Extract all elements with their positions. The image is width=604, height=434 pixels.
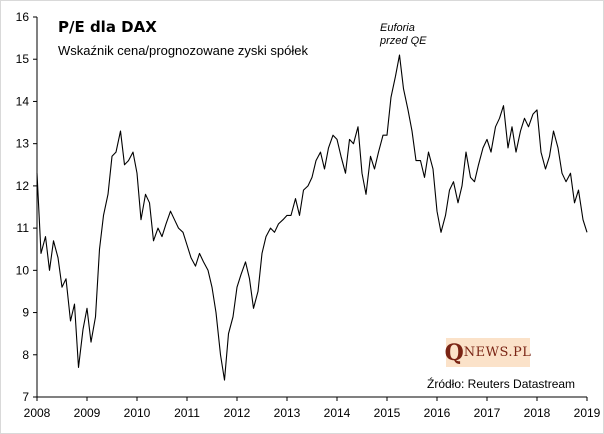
x-tick-label: 2008 bbox=[24, 406, 51, 420]
logo-q: Q bbox=[444, 339, 464, 366]
x-tick-label: 2014 bbox=[324, 406, 351, 420]
y-tick-label: 8 bbox=[22, 348, 29, 362]
chart-title: P/E dla DAX bbox=[58, 18, 157, 36]
annotation-line-2: przed QE bbox=[380, 35, 427, 47]
x-tick-label: 2013 bbox=[274, 406, 301, 420]
chart-subtitle: Wskaźnik cena/prognozowane zyski spółek bbox=[58, 43, 309, 58]
y-tick-label: 13 bbox=[16, 137, 30, 151]
source-note: Źródło: Reuters Datastream bbox=[427, 377, 576, 391]
y-tick-label: 11 bbox=[17, 221, 30, 235]
qnews-logo: Q NEWS.PL bbox=[444, 338, 532, 367]
x-tick-label: 2009 bbox=[74, 406, 101, 420]
annotation-line-1: Euforia bbox=[380, 22, 415, 34]
x-tick-label: 2017 bbox=[474, 406, 501, 420]
y-tick-label: 9 bbox=[22, 306, 29, 320]
y-tick-label: 12 bbox=[16, 179, 30, 193]
x-tick-label: 2018 bbox=[524, 406, 551, 420]
x-tick-label: 2015 bbox=[374, 406, 401, 420]
y-tick-label: 7 bbox=[22, 390, 29, 404]
x-tick-label: 2011 bbox=[174, 406, 200, 420]
y-tick-label: 14 bbox=[16, 94, 30, 108]
x-tick-label: 2012 bbox=[224, 406, 251, 420]
y-tick-label: 16 bbox=[16, 10, 30, 24]
x-tick-label: 2019 bbox=[574, 406, 601, 420]
x-tick-label: 2010 bbox=[124, 406, 151, 420]
annotation-qe: Euforia przed QE bbox=[380, 22, 440, 48]
y-tick-label: 15 bbox=[16, 52, 30, 66]
logo-rest: NEWS.PL bbox=[463, 345, 532, 360]
y-tick-label: 10 bbox=[16, 263, 30, 277]
x-tick-label: 2016 bbox=[424, 406, 451, 420]
series-line-pe-dax bbox=[36, 54, 588, 381]
